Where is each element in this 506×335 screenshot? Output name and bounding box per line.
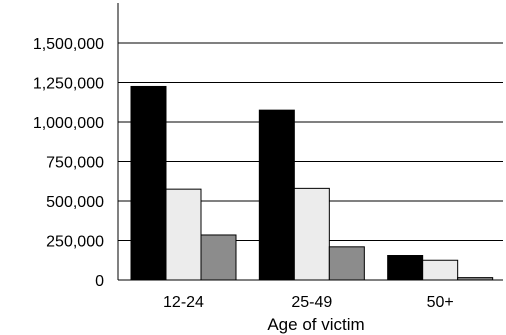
- y-tick-label: 0: [95, 273, 104, 290]
- bar-25-49-series-3: [328, 246, 365, 281]
- y-tick-label: 1,500,000: [33, 36, 104, 53]
- y-tick-label: 1,000,000: [33, 115, 104, 132]
- bar-12-24-series-3: [200, 234, 237, 281]
- x-tick-label: 12-24: [163, 294, 204, 311]
- y-tick-label: 1,250,000: [33, 76, 104, 93]
- y-tick-labels: 0 250,000 500,000 750,000 1,000,000 1,250,000…: [33, 36, 104, 290]
- bar-50+-series-2: [422, 259, 459, 281]
- bar-25-49-series-1: [258, 109, 295, 281]
- x-tick-label: 25-49: [291, 294, 332, 311]
- y-tick-label: 500,000: [46, 194, 104, 211]
- bars: [130, 85, 494, 281]
- bar-50+-series-1: [387, 255, 424, 281]
- x-axis-label: Age of victim: [267, 315, 364, 334]
- bar-12-24-series-1: [130, 85, 167, 281]
- bar-25-49-series-2: [293, 187, 330, 281]
- x-tick-labels: 12-24 25-49 50+: [163, 294, 454, 311]
- y-tick-label: 750,000: [46, 155, 104, 172]
- bar-12-24-series-2: [165, 188, 202, 281]
- y-tick-label: 250,000: [46, 234, 104, 251]
- x-tick-label: 50+: [427, 294, 454, 311]
